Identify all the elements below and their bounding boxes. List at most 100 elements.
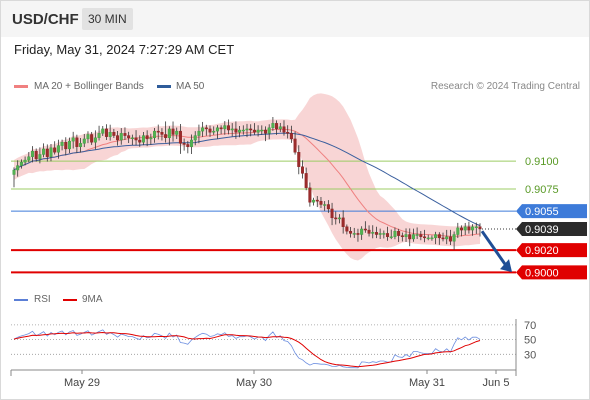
candle-body — [67, 140, 71, 150]
candle-body — [90, 134, 94, 143]
candle-body — [341, 217, 345, 227]
candle-body — [178, 130, 182, 144]
rsi-tick-30: 30 — [524, 349, 536, 361]
rsi-legend-label: RSI — [34, 294, 51, 305]
candle-body — [467, 226, 471, 231]
candle-body — [223, 125, 227, 130]
x-tick-label: May 30 — [236, 377, 272, 389]
candle-body — [256, 129, 260, 133]
ma20-legend-swatch — [14, 85, 28, 88]
candle-body — [411, 234, 415, 240]
x-tick-label: May 29 — [64, 377, 100, 389]
candle-body — [156, 130, 160, 133]
candle-body — [204, 127, 208, 130]
rsi-ma-line — [13, 331, 481, 368]
candle-body — [378, 233, 382, 235]
candle-body — [53, 147, 57, 153]
candle-body — [64, 142, 68, 150]
candle-body — [349, 230, 353, 234]
candle-body — [79, 143, 83, 147]
candle-body — [101, 128, 105, 134]
candle-body — [127, 135, 131, 139]
candle-body — [119, 133, 123, 141]
candle-body — [42, 148, 46, 155]
candle-body — [275, 123, 279, 130]
candles-group — [12, 116, 482, 250]
candle-body — [308, 187, 312, 203]
candle-body — [249, 128, 253, 131]
candle-body — [352, 233, 356, 235]
candle-body — [16, 165, 20, 171]
candle-body — [267, 127, 271, 134]
candle-body — [452, 234, 456, 242]
candle-body — [141, 135, 145, 143]
candle-body — [304, 173, 308, 189]
candle-body — [360, 228, 364, 235]
candle-body — [227, 125, 231, 131]
candle-body — [164, 134, 168, 139]
candle-body — [97, 133, 101, 138]
symbol-label: USD/CHF — [12, 11, 79, 28]
forecast-arrow-head — [500, 259, 512, 273]
candle-body — [219, 127, 223, 130]
candle-body — [474, 226, 478, 228]
candle-body — [400, 235, 404, 237]
ma50-legend-label: MA 50 — [176, 81, 205, 92]
candle-body — [289, 133, 293, 140]
level-label-0.9100: 0.9100 — [525, 156, 559, 168]
candle-body — [456, 227, 460, 235]
candle-body — [153, 130, 157, 138]
chart-header: USD/CHF 30 MIN — [1, 1, 589, 37]
candle-body — [374, 232, 378, 235]
rsi-tick-70: 70 — [524, 320, 536, 332]
candle-body — [197, 130, 201, 136]
candle-body — [208, 128, 212, 133]
period-tab[interactable]: 30 MIN — [82, 8, 133, 30]
candle-body — [45, 148, 49, 157]
candle-body — [437, 234, 441, 239]
candle-body — [282, 126, 286, 133]
candle-body — [286, 132, 290, 134]
candle-body — [171, 128, 175, 135]
forecast-arrow-shaft — [480, 230, 507, 265]
candle-body — [230, 128, 234, 131]
rsi-ma-legend-label: 9MA — [82, 294, 103, 305]
candle-body — [49, 147, 53, 157]
candle-body — [430, 237, 434, 240]
candle-body — [104, 128, 108, 137]
candle-body — [34, 150, 38, 160]
candle-body — [93, 137, 97, 143]
candle-body — [260, 129, 264, 132]
candle-body — [238, 129, 242, 133]
candle-body — [201, 127, 205, 132]
candle-body — [175, 130, 179, 135]
candle-body — [271, 123, 275, 128]
candle-body — [415, 234, 419, 236]
candle-body — [234, 128, 238, 133]
last-price-label: 0.9039 — [525, 224, 559, 236]
candle-body — [12, 169, 16, 175]
candle-body — [182, 143, 186, 145]
candle-body — [312, 199, 316, 203]
bollinger-band — [14, 93, 480, 261]
candle-body — [56, 145, 60, 153]
candle-body — [419, 234, 423, 237]
level-label-0.9055: 0.9055 — [525, 206, 559, 218]
candle-body — [278, 126, 282, 130]
timestamp: Friday, May 31, 2024 7:27:29 AM CET — [14, 42, 235, 57]
candle-body — [252, 129, 256, 133]
candle-body — [426, 237, 430, 240]
candle-body — [167, 128, 171, 139]
candle-body — [478, 226, 482, 230]
candle-body — [471, 226, 475, 231]
candle-body — [386, 233, 390, 237]
candle-body — [186, 144, 190, 147]
rsi-ma-legend-swatch — [63, 299, 77, 301]
candle-body — [460, 227, 464, 231]
candle-body — [300, 166, 304, 174]
candle-body — [130, 137, 134, 140]
candle-body — [423, 236, 427, 239]
candle-body — [82, 138, 86, 144]
candle-body — [263, 129, 267, 134]
